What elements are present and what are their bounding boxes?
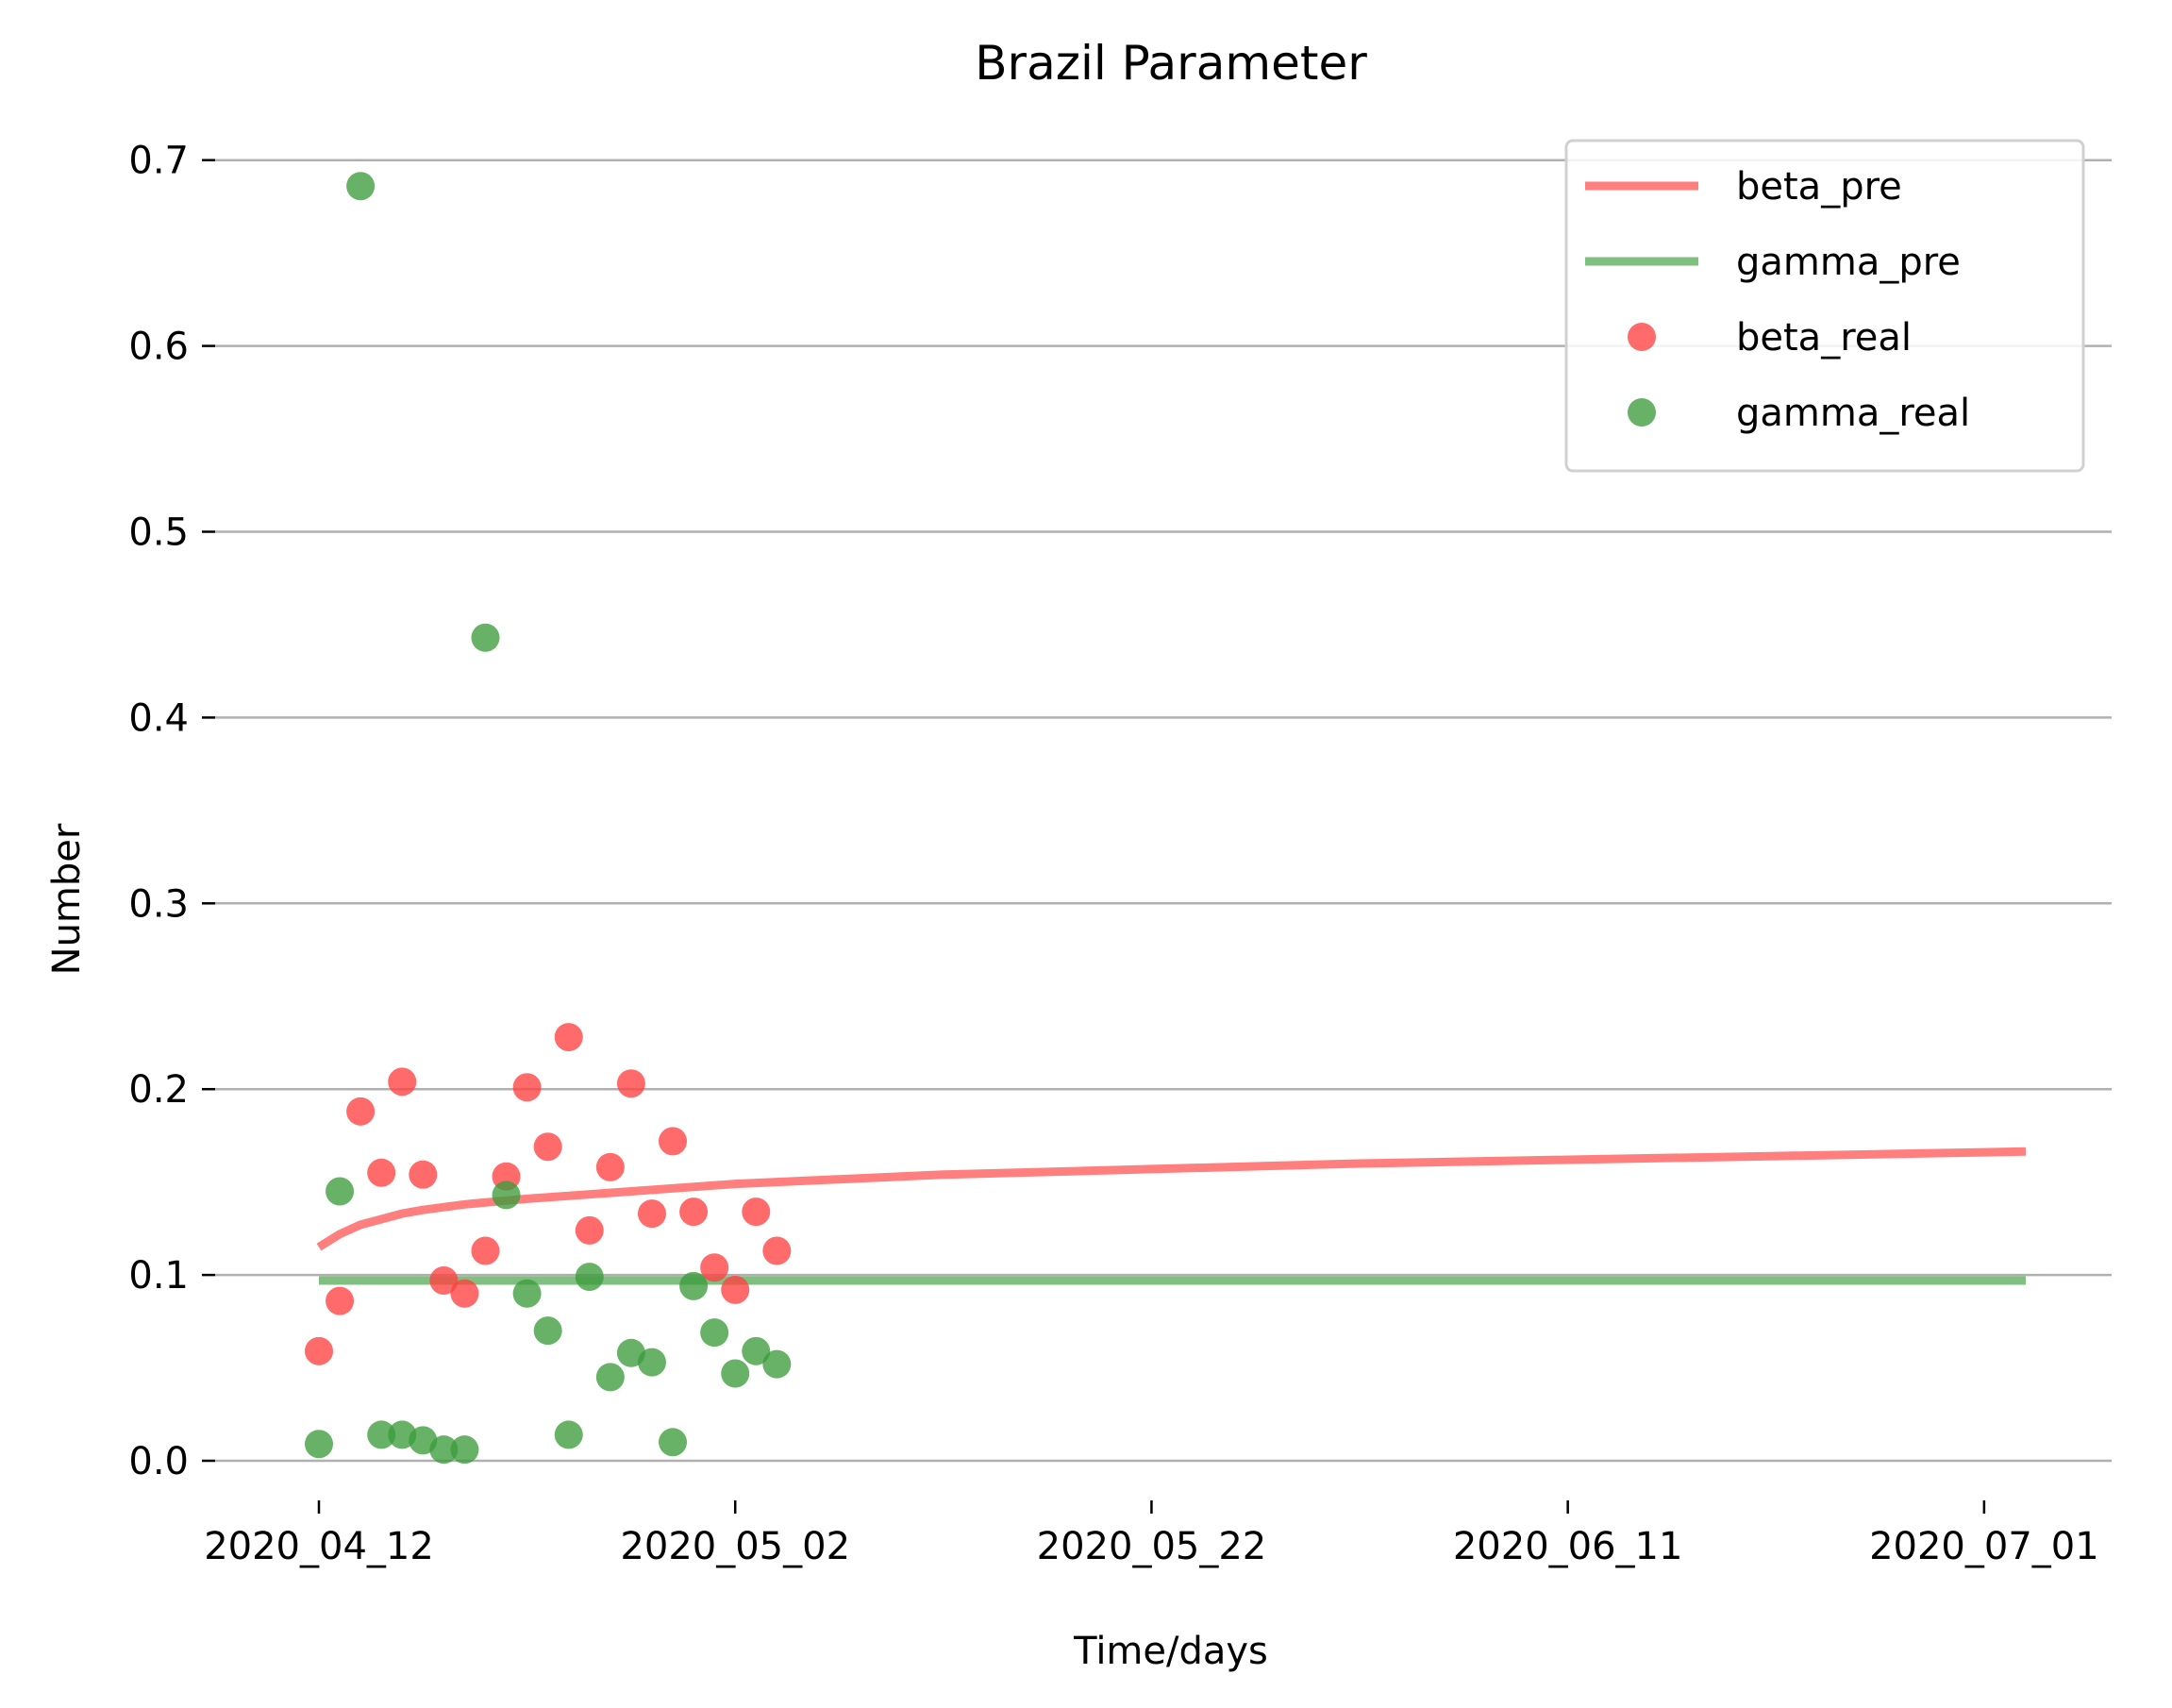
data-point-gamma-real bbox=[575, 1263, 604, 1292]
data-point-gamma-real bbox=[595, 1363, 625, 1392]
y-tick-label: 0.0 bbox=[128, 1440, 189, 1483]
y-tick-label: 0.7 bbox=[128, 140, 189, 183]
plot-area bbox=[305, 172, 2027, 1465]
data-point-beta-real bbox=[679, 1197, 709, 1227]
data-point-gamma-real bbox=[533, 1316, 562, 1346]
data-point-beta-real bbox=[700, 1253, 729, 1282]
chart-title: Brazil Parameter bbox=[975, 36, 1367, 91]
y-axis-label: Number bbox=[45, 823, 89, 975]
data-point-beta-real bbox=[637, 1199, 666, 1229]
data-point-beta-real bbox=[659, 1127, 688, 1156]
data-point-beta-real bbox=[409, 1160, 438, 1189]
data-point-gamma-real bbox=[429, 1435, 459, 1465]
series-line-beta-pre bbox=[316, 1147, 2027, 1251]
data-point-gamma-real bbox=[471, 623, 500, 652]
data-point-gamma-real bbox=[721, 1359, 750, 1388]
legend-label: beta_pre bbox=[1736, 165, 1902, 209]
legend-label: beta_real bbox=[1736, 316, 1912, 360]
y-tick-label: 0.5 bbox=[128, 511, 189, 555]
data-point-gamma-real bbox=[742, 1336, 771, 1365]
data-point-beta-real bbox=[762, 1236, 792, 1265]
data-point-beta-real bbox=[616, 1069, 645, 1098]
data-point-beta-real bbox=[721, 1275, 750, 1304]
data-point-gamma-real bbox=[554, 1420, 583, 1449]
data-point-gamma-real bbox=[367, 1420, 396, 1449]
data-point-gamma-real bbox=[700, 1318, 729, 1348]
data-point-beta-real bbox=[595, 1152, 625, 1181]
legend-swatch bbox=[1628, 398, 1656, 427]
data-point-gamma-real bbox=[346, 172, 376, 201]
data-point-beta-real bbox=[512, 1073, 542, 1102]
data-point-beta-real bbox=[305, 1336, 333, 1365]
legend-label: gamma_pre bbox=[1736, 241, 1961, 284]
y-tick-label: 0.6 bbox=[128, 326, 189, 369]
legend: beta_pre gamma_pre beta_real gamma_real bbox=[1564, 139, 2085, 473]
data-point-gamma-real bbox=[326, 1177, 355, 1206]
legend-label: gamma_real bbox=[1736, 392, 1970, 435]
data-point-beta-real bbox=[533, 1132, 562, 1162]
data-point-gamma-real bbox=[659, 1428, 688, 1457]
y-tick-label: 0.2 bbox=[128, 1068, 189, 1112]
x-tick-label: 2020_05_22 bbox=[1037, 1525, 1267, 1568]
data-point-beta-real bbox=[367, 1158, 396, 1187]
data-point-beta-real bbox=[742, 1197, 771, 1227]
data-point-gamma-real bbox=[512, 1279, 542, 1308]
y-tick-label: 0.4 bbox=[128, 696, 189, 740]
x-tick-label: 2020_06_11 bbox=[1453, 1525, 1683, 1568]
x-axis-label: Time/days bbox=[1073, 1630, 1268, 1673]
data-point-beta-real bbox=[388, 1067, 417, 1097]
data-point-gamma-real bbox=[679, 1271, 709, 1300]
data-point-beta-real bbox=[575, 1215, 604, 1245]
data-point-beta-real bbox=[326, 1286, 355, 1315]
data-point-beta-real bbox=[429, 1266, 459, 1296]
data-point-beta-real bbox=[346, 1097, 376, 1126]
data-point-beta-real bbox=[554, 1023, 583, 1052]
data-point-gamma-real bbox=[637, 1348, 666, 1377]
x-tick-label: 2020_07_01 bbox=[1869, 1525, 2099, 1568]
data-point-gamma-real bbox=[492, 1181, 521, 1210]
y-tick-label: 0.1 bbox=[128, 1254, 189, 1298]
legend-swatch bbox=[1628, 323, 1656, 351]
data-point-gamma-real bbox=[305, 1430, 333, 1459]
x-axis: 2020_04_12 2020_05_02 2020_05_22 2020_06_11… bbox=[204, 1500, 2099, 1568]
legend-box bbox=[1564, 139, 2085, 473]
y-tick-label: 0.3 bbox=[128, 882, 189, 926]
x-tick-label: 2020_04_12 bbox=[204, 1525, 434, 1568]
data-point-beta-real bbox=[450, 1279, 479, 1308]
x-tick-label: 2020_05_02 bbox=[620, 1525, 850, 1568]
data-point-beta-real bbox=[471, 1236, 500, 1265]
data-point-gamma-real bbox=[762, 1349, 792, 1379]
y-axis: 0.0 0.1 0.2 0.3 0.4 0.5 0.6 0.7 bbox=[128, 140, 215, 1483]
data-point-gamma-real bbox=[450, 1435, 479, 1465]
